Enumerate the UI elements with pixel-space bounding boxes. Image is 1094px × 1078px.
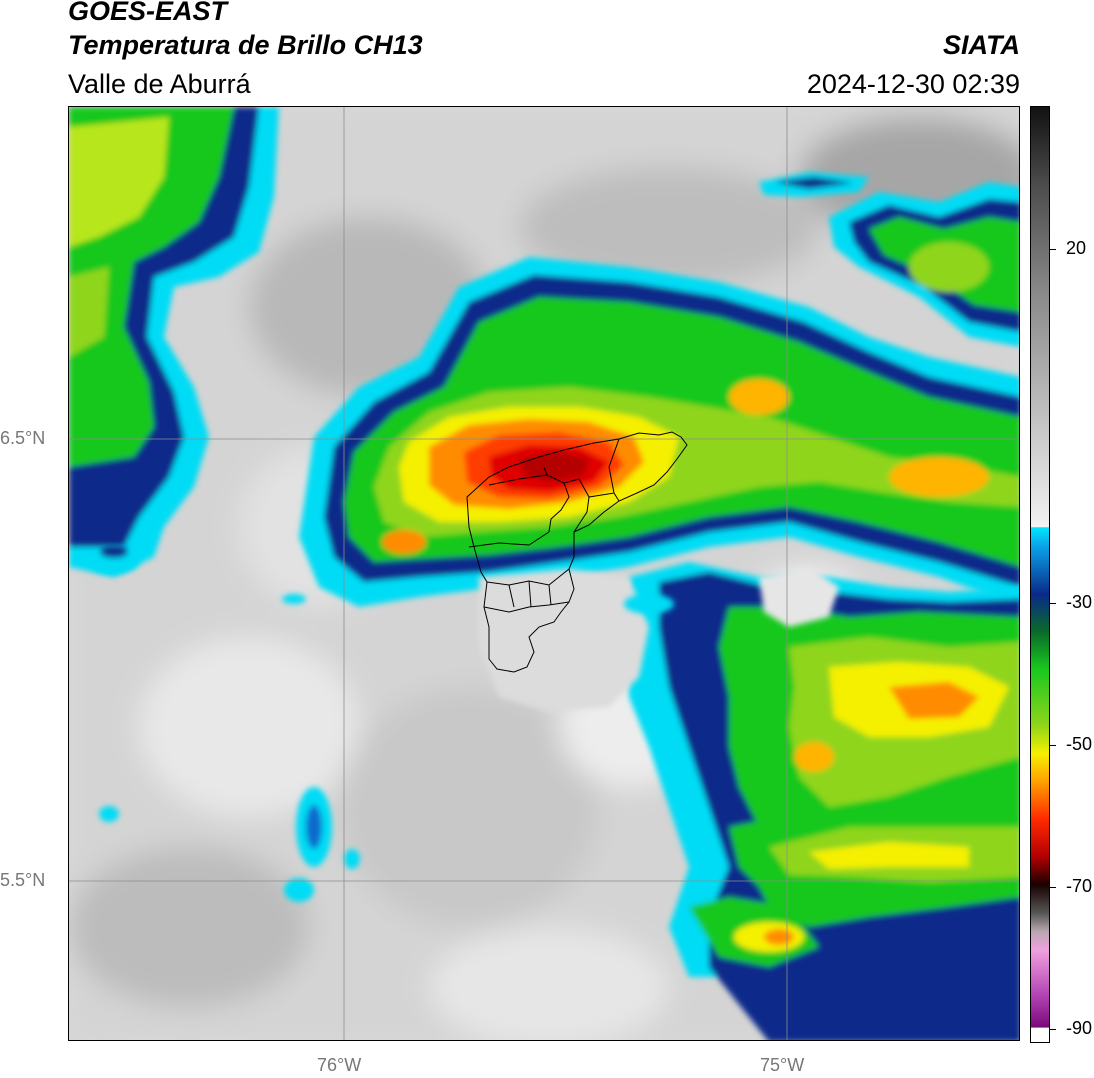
- cloud-northwest: [69, 107, 279, 577]
- satellite-name: GOES-EAST: [68, 0, 228, 26]
- satellite-map[interactable]: [68, 106, 1020, 1041]
- small-cells: [89, 546, 674, 902]
- lon-tick-label: 75°W: [760, 1055, 805, 1075]
- product-title: Temperatura de Brillo CH13: [68, 30, 423, 60]
- lat-tick-label: 5.5°N: [0, 870, 46, 890]
- agency-name: SIATA: [943, 30, 1020, 60]
- cloud-northeast: [759, 172, 1019, 347]
- lon-tick-label: 76°W: [317, 1055, 362, 1075]
- map-canvas: [69, 107, 1019, 1040]
- colorbar-tick: [1050, 249, 1056, 250]
- lat-tick-label: 6.5°N: [0, 428, 46, 448]
- colorbar-label: -50: [1066, 734, 1093, 754]
- colorbar-tick: [1050, 887, 1056, 888]
- colorbar-gradient: [1031, 107, 1049, 1042]
- region-subtitle: Valle de Aburrá: [68, 69, 251, 99]
- colorbar-tick: [1050, 1029, 1056, 1030]
- graticule: [69, 107, 1019, 1040]
- clear-patches: [479, 567, 839, 712]
- colorbar-tick: [1050, 745, 1056, 746]
- colorbar-label: 20: [1066, 238, 1087, 258]
- cloud-central-band: [299, 257, 1019, 607]
- municipal-boundaries: [466, 431, 688, 673]
- colorbar-label: -90: [1066, 1018, 1093, 1038]
- cloud-southeast: [624, 562, 1019, 1040]
- timestamp: 2024-12-30 02:39: [806, 69, 1020, 99]
- colorbar-label: -70: [1066, 876, 1093, 896]
- colorbar-tick: [1050, 603, 1056, 604]
- colorbar: [1030, 106, 1050, 1043]
- colorbar-label: -30: [1066, 592, 1093, 612]
